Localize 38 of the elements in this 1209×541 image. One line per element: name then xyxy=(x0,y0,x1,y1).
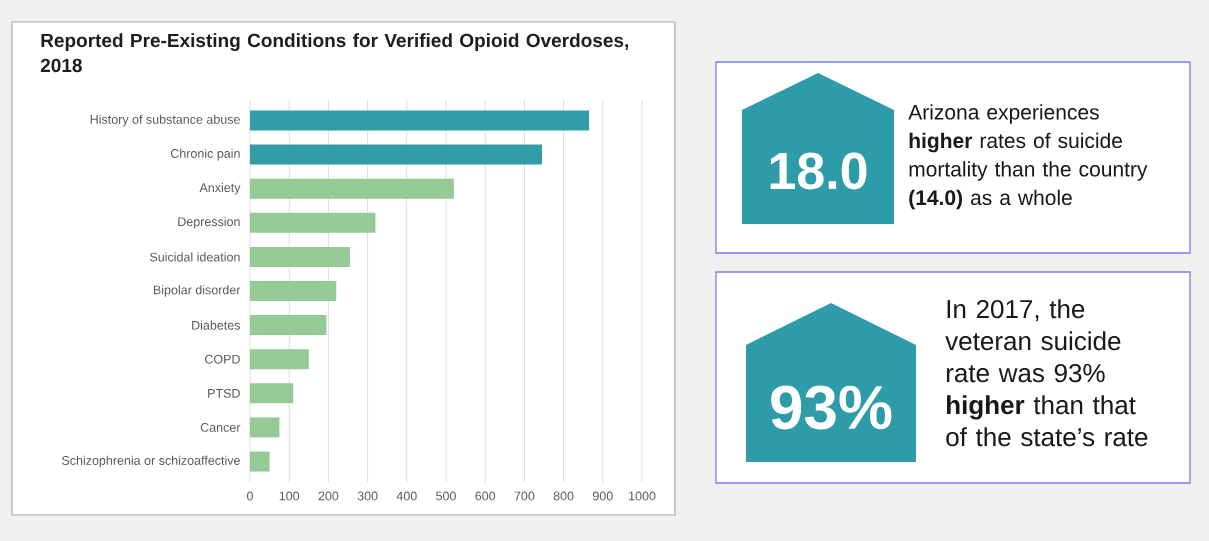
bar xyxy=(250,315,327,336)
y-tick-label: Cancer xyxy=(200,423,241,432)
bar xyxy=(250,178,454,199)
bar xyxy=(250,281,337,301)
x-tick-label: 300 xyxy=(357,491,378,501)
y-tick-label: Schizophrenia or schizoaffective xyxy=(62,455,240,468)
bar xyxy=(250,144,543,165)
bar xyxy=(250,383,294,404)
y-tick-label: Diabetes xyxy=(192,320,241,330)
x-tick-label: 0 xyxy=(247,491,253,501)
chart-title: Reported Pre-Existing Conditions for Verified Opioid Overdoses, 2018 xyxy=(40,33,629,73)
y-tick-label: Bipolar disorder xyxy=(153,285,241,297)
text: 93% xyxy=(771,385,892,430)
x-tick-label: 800 xyxy=(553,491,574,501)
text: 18.0 xyxy=(770,152,867,190)
bar xyxy=(250,246,350,267)
x-tick-label: 100 xyxy=(279,491,300,501)
bar xyxy=(250,417,280,438)
x-tick-label: 600 xyxy=(475,491,496,501)
y-tick-label: Anxiety xyxy=(199,182,241,195)
bar xyxy=(250,110,590,131)
y-tick-label: History of substance abuse xyxy=(90,114,240,127)
y-tick-label: Suicidal ideation xyxy=(150,252,240,262)
bar xyxy=(250,212,376,233)
y-tick-label: Chronic pain xyxy=(170,148,240,161)
y-tick-label: Depression xyxy=(178,216,240,229)
x-tick-label: 900 xyxy=(592,491,613,501)
y-tick-label: COPD xyxy=(204,354,240,364)
x-tick-label: 700 xyxy=(514,491,535,501)
y-tick-label: PTSD xyxy=(208,388,240,398)
x-tick-label: 400 xyxy=(396,491,417,501)
x-tick-label: 200 xyxy=(318,491,339,501)
text: In 2017, the veteran suicide rate was 93% higher than that of the state’s rate xyxy=(945,299,1148,447)
x-tick-label: 1000 xyxy=(629,491,656,501)
bar xyxy=(250,451,270,472)
text: Arizona experiences higher rates of suicide mortality than the country (14.0) as a whole xyxy=(908,104,1148,210)
x-tick-label: 500 xyxy=(436,491,456,501)
bar xyxy=(250,349,309,370)
